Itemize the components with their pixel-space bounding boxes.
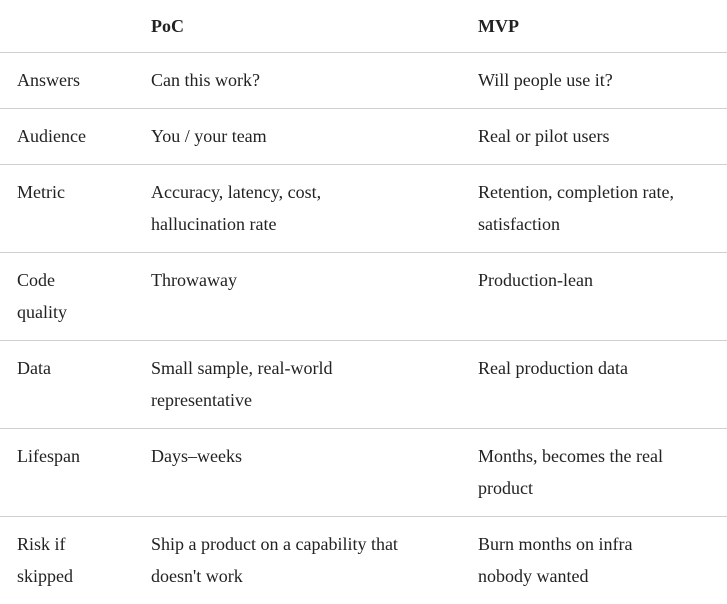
cell-text: Real production data <box>478 352 727 384</box>
table-cell: Days–weeks <box>151 429 478 517</box>
table-cell: You / your team <box>151 109 478 165</box>
row-label: Metric <box>0 165 151 253</box>
row-label: Data <box>0 341 151 429</box>
row-label: Answers <box>0 53 151 109</box>
header-cell: MVP <box>478 0 727 53</box>
cell-text: Data <box>17 352 151 384</box>
cell-text: You / your team <box>151 120 478 152</box>
cell-text: representative <box>151 384 478 416</box>
cell-text: Metric <box>17 176 151 208</box>
cell-text: Ship a product on a capability that <box>151 528 478 560</box>
cell-text: Months, becomes the real <box>478 440 727 472</box>
cell-text: doesn't work <box>151 560 478 592</box>
table-cell: Can this work? <box>151 53 478 109</box>
cell-text: Code <box>17 264 151 296</box>
cell-text: quality <box>17 296 151 328</box>
header-row: PoC MVP <box>0 0 727 53</box>
table-cell: Real production data <box>478 341 727 429</box>
header-cell: PoC <box>151 0 478 53</box>
table-cell: Accuracy, latency, cost,hallucination ra… <box>151 165 478 253</box>
row-label: Lifespan <box>0 429 151 517</box>
row-label: Audience <box>0 109 151 165</box>
cell-text: Small sample, real-world <box>151 352 478 384</box>
cell-text: Burn months on infra <box>478 528 727 560</box>
cell-text: Risk if <box>17 528 151 560</box>
cell-text: Lifespan <box>17 440 151 472</box>
cell-text: Accuracy, latency, cost, <box>151 176 478 208</box>
table-cell: Retention, completion rate,satisfaction <box>478 165 727 253</box>
cell-text: Retention, completion rate, <box>478 176 727 208</box>
cell-text: skipped <box>17 560 151 592</box>
table-cell: Production-lean <box>478 253 727 341</box>
cell-text: nobody wanted <box>478 560 727 592</box>
cell-text: Production-lean <box>478 264 727 296</box>
cell-text: Throwaway <box>151 264 478 296</box>
table-cell: Real or pilot users <box>478 109 727 165</box>
cell-text: satisfaction <box>478 208 727 240</box>
header-cell <box>0 0 151 53</box>
cell-text: product <box>478 472 727 504</box>
cell-text: Can this work? <box>151 64 478 96</box>
cell-text: hallucination rate <box>151 208 478 240</box>
table-cell: Will people use it? <box>478 53 727 109</box>
cell-text: Answers <box>17 64 151 96</box>
table-cell: Throwaway <box>151 253 478 341</box>
cell-text: Real or pilot users <box>478 120 727 152</box>
cell-text: Will people use it? <box>478 64 727 96</box>
cell-text: Audience <box>17 120 151 152</box>
cell-text: Days–weeks <box>151 440 478 472</box>
